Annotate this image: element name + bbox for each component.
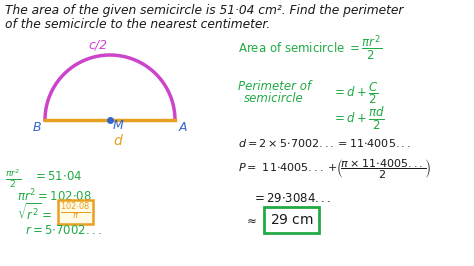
Text: Area of semicircle $= \dfrac{\pi r^2}{2}$: Area of semicircle $= \dfrac{\pi r^2}{2}… (238, 34, 382, 63)
Text: $\pi r^2 = 102{\cdot}08$: $\pi r^2 = 102{\cdot}08$ (17, 188, 92, 205)
Text: $= d + \dfrac{\pi d}{2}$: $= d + \dfrac{\pi d}{2}$ (332, 105, 385, 132)
Text: B: B (32, 121, 41, 134)
Text: $= d + \dfrac{C}{2}$: $= d + \dfrac{C}{2}$ (332, 80, 379, 106)
Text: M: M (113, 119, 124, 132)
Text: The area of the given semicircle is 51·04 cm². Find the perimeter: The area of the given semicircle is 51·0… (5, 4, 403, 17)
Text: $\sqrt{r^2} =$: $\sqrt{r^2} =$ (17, 203, 52, 224)
Text: $29\ \mathrm{cm}$: $29\ \mathrm{cm}$ (270, 213, 314, 227)
Text: d: d (113, 134, 122, 148)
Text: A: A (179, 121, 188, 134)
Text: c/2: c/2 (89, 38, 108, 51)
Text: Perimeter of: Perimeter of (238, 80, 311, 93)
Text: $\frac{102{\cdot}08}{\pi}$: $\frac{102{\cdot}08}{\pi}$ (60, 202, 91, 222)
Text: $P = \ 11{\cdot}4005... + \!\left(\!\dfrac{\pi \times 11{\cdot}4005...}{2}\!\rig: $P = \ 11{\cdot}4005... + \!\left(\!\dfr… (238, 158, 431, 181)
Text: $d = 2 \times 5{\cdot}7002... = 11{\cdot}4005...$: $d = 2 \times 5{\cdot}7002... = 11{\cdot… (238, 137, 411, 149)
Text: $r = 5{\cdot}7002...$: $r = 5{\cdot}7002...$ (25, 224, 102, 237)
Text: $= 29{\cdot}3084...$: $= 29{\cdot}3084...$ (252, 192, 331, 205)
Text: of the semicircle to the nearest centimeter.: of the semicircle to the nearest centime… (5, 18, 270, 31)
Text: $\frac{\pi r^2}{2}$: $\frac{\pi r^2}{2}$ (5, 168, 21, 190)
Text: semicircle: semicircle (244, 92, 304, 105)
Text: $= 51{\cdot}04$: $= 51{\cdot}04$ (33, 170, 82, 183)
Text: $\approx$: $\approx$ (244, 214, 257, 227)
